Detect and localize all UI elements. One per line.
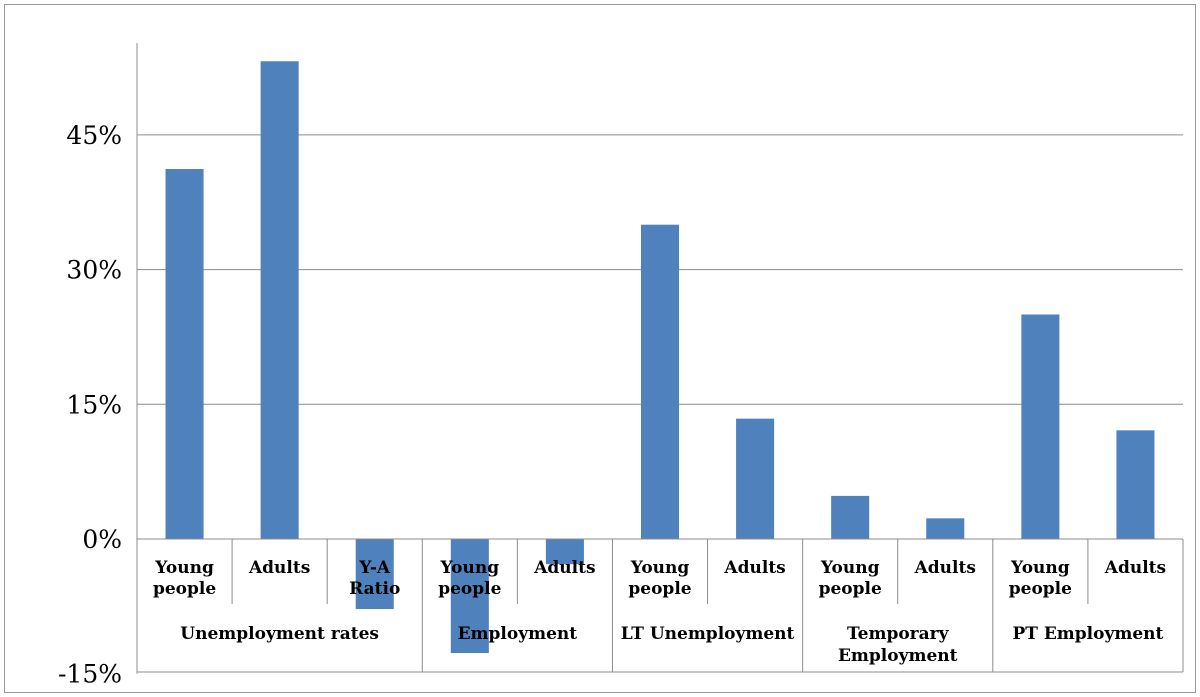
bars (165, 61, 1155, 654)
group-label: Unemployment rates (180, 624, 379, 644)
bar (1116, 430, 1155, 539)
y-tick-label: 45% (66, 121, 122, 150)
bar (831, 495, 870, 539)
category-label: Adults (1104, 558, 1166, 578)
category-label: Adults (533, 558, 595, 578)
category-label: Young people (1009, 558, 1072, 599)
bar (736, 418, 775, 539)
category-label: Young people (438, 558, 501, 599)
bar (545, 539, 584, 565)
y-tick-label: -15% (58, 660, 122, 689)
bar (926, 518, 965, 539)
axes: -15% 0% 15% 30% 45% (58, 43, 1183, 689)
bar (640, 224, 680, 539)
group-label: Employment (458, 624, 578, 644)
group-label: LT Unemployment (621, 624, 795, 644)
category-label: Young people (819, 558, 882, 599)
category-label: Adults (723, 558, 785, 578)
bar (260, 61, 299, 539)
category-label: Young people (153, 558, 216, 599)
category-label: Adults (248, 558, 310, 578)
bar (165, 169, 204, 540)
bar (1021, 314, 1060, 539)
bar (355, 539, 394, 610)
y-tick-label: 0% (82, 525, 122, 554)
group-label: Temporary Employment (838, 624, 958, 666)
y-tick-label: 15% (66, 390, 122, 419)
category-labels: Young people Adults Y-A Ratio Young people Adul… (136, 539, 1184, 673)
category-label: Y-A Ratio (349, 558, 400, 599)
y-tick-label: 30% (66, 256, 122, 285)
bar (450, 539, 489, 654)
category-label: Adults (914, 558, 976, 578)
category-label: Young people (628, 558, 691, 599)
group-label: PT Employment (1012, 624, 1163, 644)
